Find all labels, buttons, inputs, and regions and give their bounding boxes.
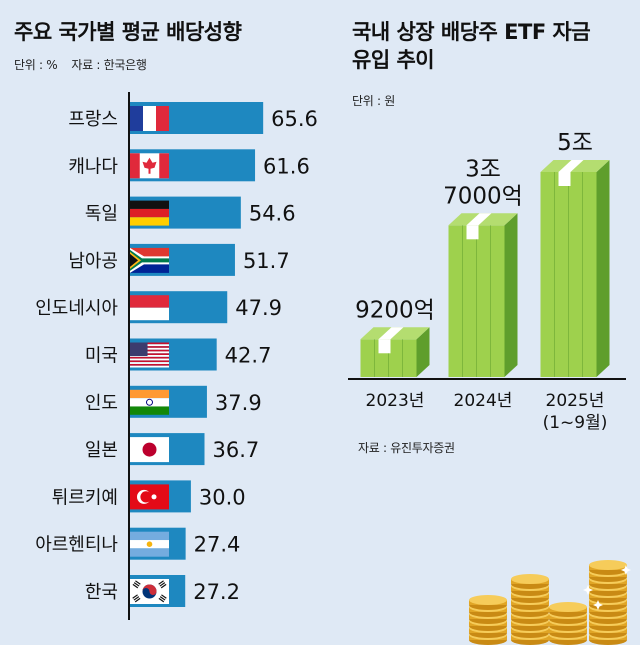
value-label: 61.6: [263, 154, 310, 178]
value-label: 27.2: [193, 580, 240, 604]
indonesia-flag-icon: [130, 295, 169, 321]
right-source: 자료 : 유진투자증권: [358, 441, 455, 455]
turkey-flag-icon: [130, 484, 169, 510]
value-label: 42.7: [225, 344, 272, 368]
canada-flag-icon: [130, 153, 169, 179]
left-source: 자료 : 한국은행: [71, 58, 147, 72]
money-stack-3: [540, 160, 610, 377]
value-label: 47.9: [235, 296, 282, 320]
category-label: 2025년: [546, 391, 605, 411]
france-flag-icon: [130, 106, 169, 131]
category-label: 인도: [85, 393, 118, 414]
category-label: 일본: [85, 440, 118, 461]
right-title-line1: 국내 상장 배당주 ETF 자금: [352, 20, 591, 44]
value-label: 36.7: [213, 438, 260, 462]
category-label: 인도네시아: [35, 298, 118, 319]
category-label: 미국: [85, 346, 118, 367]
value-label: 54.6: [249, 202, 296, 226]
value-label: 3조: [465, 156, 501, 182]
category-label: 독일: [85, 204, 118, 225]
money-stack-1: [360, 327, 430, 377]
japan-flag-icon: [130, 437, 169, 463]
value-label: 51.7: [243, 249, 290, 273]
argentina-flag-icon: [130, 531, 169, 557]
right-chart-title: 국내 상장 배당주 ETF 자금 유입 추이: [352, 18, 591, 74]
value-label: 27.4: [194, 533, 241, 557]
right-unit: 단위 : 원: [352, 94, 395, 108]
category-label: 한국: [85, 582, 118, 603]
right-title-line2: 유입 추이: [352, 48, 435, 72]
left-axis-line: [128, 92, 130, 620]
value-label: 65.6: [271, 107, 318, 131]
category-sublabel: (1~9월): [543, 413, 608, 433]
value-label: 5조: [557, 130, 593, 156]
category-label: 튀르키예: [52, 487, 118, 508]
value-label: 30.0: [199, 485, 246, 509]
usa-flag-icon: [130, 342, 169, 368]
category-label: 남아공: [68, 251, 118, 272]
value-label: 9200억: [355, 297, 435, 323]
money-stack-2: [448, 213, 518, 377]
category-label: 캐나다: [68, 156, 118, 177]
category-label: 2023년: [366, 391, 425, 411]
south-africa-flag-icon: [130, 247, 169, 273]
value-label: 37.9: [215, 391, 262, 415]
left-chart-title: 주요 국가별 평균 배당성향: [14, 20, 242, 44]
category-label: 프랑스: [68, 109, 118, 130]
category-label: 2024년: [454, 391, 513, 411]
category-label: 아르헨티나: [35, 535, 118, 556]
left-unit: 단위 : %: [14, 58, 58, 72]
value-label: 7000억: [443, 183, 523, 209]
india-flag-icon: [130, 389, 169, 415]
left-chart-unit-source: 단위 : % 자료 : 한국은행: [14, 56, 147, 73]
germany-flag-icon: [130, 200, 169, 226]
korea-flag-icon: [130, 579, 169, 604]
